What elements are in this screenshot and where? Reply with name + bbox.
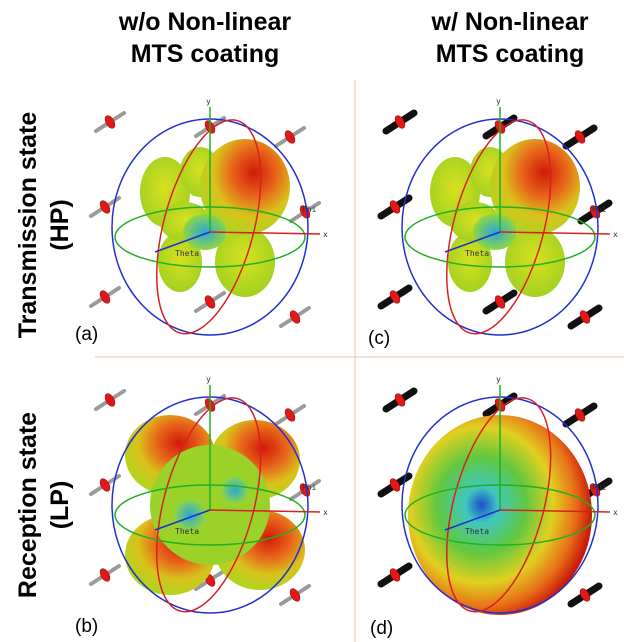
- axis-label: Theta: [175, 527, 199, 536]
- antenna: [276, 128, 304, 146]
- antenna: [386, 113, 414, 131]
- column-title: w/ Non-linear: [431, 8, 589, 36]
- row-label: Transmission state (HP): [14, 112, 74, 339]
- axis-label: x: [613, 508, 618, 517]
- antenna-disk: [288, 309, 302, 325]
- panels: yxPhiTheta(a)yxPhiTheta(b)yxPhiTheta(c)y…: [75, 97, 618, 639]
- panel-label: (b): [75, 616, 98, 637]
- panel-label: (a): [75, 324, 98, 345]
- axis-label: Theta: [175, 249, 199, 258]
- column-title: MTS coating: [131, 40, 280, 68]
- antenna: [571, 586, 599, 604]
- antenna: [386, 391, 414, 409]
- antenna: [91, 288, 119, 306]
- antenna: [276, 406, 304, 424]
- figure: w/o Non-linear MTS coating w/ Non-linear…: [0, 0, 624, 642]
- antenna-disk: [103, 392, 117, 408]
- antenna: [566, 128, 594, 146]
- antenna-disk: [98, 289, 112, 305]
- antenna: [566, 406, 594, 424]
- antenna: [281, 586, 309, 604]
- column-title: MTS coating: [436, 40, 585, 68]
- axis-label: Theta: [465, 527, 489, 536]
- axis-label: y: [496, 375, 501, 384]
- axis-label: y: [206, 97, 211, 106]
- panel: y x Phi Theta: [91, 375, 328, 623]
- axis-label: Theta: [465, 249, 489, 258]
- antenna: [91, 566, 119, 584]
- panel: y x Phi Theta: [381, 97, 618, 345]
- antenna: [96, 391, 124, 409]
- antenna-disk: [103, 114, 117, 130]
- antenna-disk: [98, 477, 112, 493]
- axis-label: Phi: [592, 483, 607, 492]
- axis-label: y: [496, 97, 501, 106]
- panel: y x Phi Theta: [91, 97, 328, 345]
- column-title: w/o Non-linear: [118, 8, 292, 36]
- antenna: [571, 308, 599, 326]
- axis-label: Phi: [302, 205, 317, 214]
- antenna-disk: [283, 407, 297, 423]
- antenna-disk: [283, 129, 297, 145]
- antenna: [96, 113, 124, 131]
- antenna-disk: [98, 567, 112, 583]
- axis-label: x: [323, 508, 328, 517]
- row-title: (LP): [46, 481, 74, 530]
- axis-label: Phi: [592, 205, 607, 214]
- antenna: [281, 308, 309, 326]
- antenna: [381, 566, 409, 584]
- axis-label: Phi: [302, 483, 317, 492]
- row-title: (HP): [46, 199, 74, 250]
- row-title: Transmission state: [14, 112, 42, 339]
- axis-label: y: [206, 375, 211, 384]
- axis-label: x: [323, 230, 328, 239]
- row-title: Reception state: [14, 412, 42, 598]
- panel-label: (d): [370, 618, 393, 639]
- axis-label: x: [613, 230, 618, 239]
- row-label: Reception state (LP): [14, 412, 74, 598]
- antenna: [381, 288, 409, 306]
- antenna-disk: [203, 294, 217, 310]
- antenna-disk: [288, 587, 302, 603]
- panel-label: (c): [368, 328, 390, 349]
- antenna-disk: [98, 199, 112, 215]
- panel: y x Phi Theta: [381, 375, 618, 623]
- lobe-center: [221, 476, 249, 504]
